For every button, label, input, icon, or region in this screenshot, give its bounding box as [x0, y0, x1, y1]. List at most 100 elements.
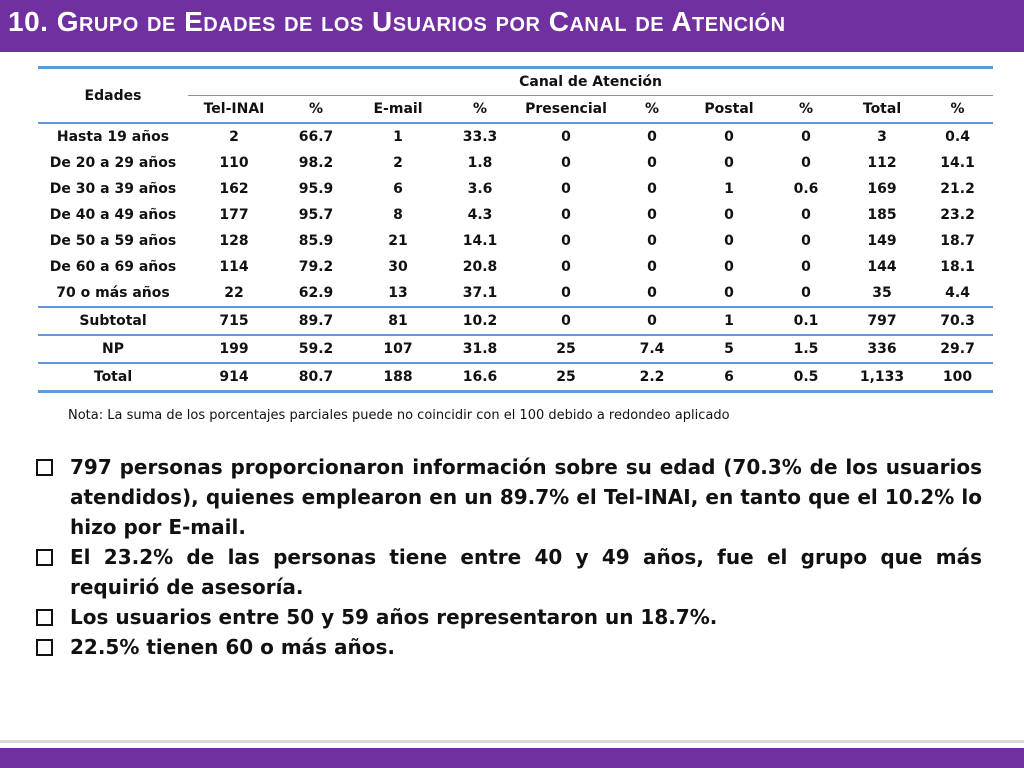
- table-cell: 188: [352, 363, 444, 393]
- table-cell: 85.9: [298, 233, 334, 249]
- checkbox-bullet-icon: [36, 549, 53, 566]
- table-cell: 95.7: [298, 207, 334, 223]
- table-row: De 40 a 49 años 177 95.7 8 4.3 0 0 0 0 185 23.2: [38, 202, 993, 228]
- table-cell: 0.6: [793, 181, 819, 197]
- table-cell: 0: [647, 233, 657, 249]
- table-cell: 22: [188, 280, 280, 308]
- table-cell: 177: [219, 207, 249, 223]
- title-bar: 10. Grupo de Edades de los Usuarios por …: [0, 0, 1024, 52]
- table-cell: 0: [561, 129, 571, 145]
- table-cell: 169: [867, 181, 897, 197]
- row-label: De 30 a 39 años: [49, 181, 177, 197]
- table-row: De 20 a 29 años 110 98.2 2 1.8 0 0 0 0 112 14.1: [38, 150, 993, 176]
- table-cell: 23.2: [940, 207, 975, 223]
- table-cell: 112: [867, 155, 897, 171]
- footnote: Nota: La suma de los porcentajes parcial…: [68, 408, 730, 423]
- table-cell: 59.2: [280, 335, 352, 364]
- table-row: 70 o más años 22 62.9 13 37.1 0 0 0 0 35 4.4: [38, 280, 994, 308]
- table-cell: 128: [219, 233, 249, 249]
- table-cell: 4.3: [467, 207, 493, 223]
- table-cell: 0: [801, 129, 811, 145]
- table-cell: 98.2: [298, 155, 334, 171]
- table-cell: 185: [867, 207, 897, 223]
- table-cell: 0: [647, 259, 657, 275]
- table-cell: 1: [393, 129, 403, 145]
- table-cell: 914: [188, 363, 280, 393]
- table-cell: 0: [724, 155, 734, 171]
- table-cell: 0: [688, 280, 770, 308]
- table-cell: 0: [561, 233, 571, 249]
- table-cell: 3: [877, 129, 887, 145]
- table-cell: 0: [561, 207, 571, 223]
- table-cell: 162: [219, 181, 249, 197]
- row-label: De 40 a 49 años: [49, 207, 177, 223]
- row-label: 70 o más años: [38, 280, 188, 308]
- bullet-text: Los usuarios entre 50 y 59 años represen…: [70, 605, 718, 629]
- table-cell: 0.5: [770, 363, 842, 393]
- table-cell: 37.1: [444, 280, 516, 308]
- column-header: E-mail: [352, 95, 444, 124]
- table-cell: 0: [801, 155, 811, 171]
- table-cell: 20.8: [462, 259, 498, 275]
- table-cell: 0: [516, 307, 616, 336]
- table-cell: 0: [616, 307, 688, 336]
- row-label: Total: [38, 363, 188, 393]
- table-cell: 797: [842, 307, 922, 336]
- canal-header: Canal de Atención: [188, 66, 994, 96]
- table-cell: 149: [867, 233, 897, 249]
- table-cell: 1: [688, 307, 770, 336]
- table-cell: 144: [867, 259, 897, 275]
- table-cell: 0: [647, 181, 657, 197]
- bullet-text: 22.5% tienen 60 o más años.: [70, 635, 396, 659]
- table-cell: 4.4: [922, 280, 994, 308]
- column-header: %: [280, 95, 352, 124]
- checkbox-bullet-icon: [36, 459, 53, 476]
- table-cell: 1.5: [770, 335, 842, 364]
- table-cell: 18.7: [940, 233, 975, 249]
- table-cell: 0: [647, 155, 657, 171]
- table-cell: 95.9: [298, 181, 334, 197]
- column-headers-row: Tel-INAI% E-mail% Presencial% Postal% Total%: [38, 95, 994, 124]
- table-cell: 0: [724, 207, 734, 223]
- table-cell: 114: [219, 259, 249, 275]
- table-cell: 0.4: [945, 129, 970, 145]
- column-header: %: [922, 95, 994, 124]
- table-cell: 25: [516, 363, 616, 393]
- table-cell: 18.1: [940, 259, 975, 275]
- table-row: De 30 a 39 años 162 95.9 6 3.6 0 0 1 0.6 169 21.2: [38, 176, 993, 202]
- table-row: Hasta 19 años 2 66.7 1 33.3 0 0 0 0 3 0.4: [38, 123, 993, 150]
- table-cell: 0: [561, 155, 571, 171]
- table-cell: 6: [393, 181, 403, 197]
- bullet-item: 22.5% tienen 60 o más años.: [32, 632, 982, 662]
- column-header: %: [770, 95, 842, 124]
- column-header: Tel-INAI: [188, 95, 280, 124]
- row-label: Subtotal: [38, 307, 188, 336]
- table-cell: 30: [388, 259, 408, 275]
- edades-header: Edades: [38, 66, 188, 124]
- table-cell: 0: [724, 233, 734, 249]
- table-cell: 0: [770, 280, 842, 308]
- table-cell: 29.7: [922, 335, 994, 364]
- table-cell: 21.2: [940, 181, 975, 197]
- row-label: De 50 a 59 años: [49, 233, 177, 249]
- table-cell: 0: [801, 259, 811, 275]
- bottom-bar: [0, 740, 1024, 768]
- table-cell: 81: [352, 307, 444, 336]
- bullet-item: Los usuarios entre 50 y 59 años represen…: [32, 602, 982, 632]
- bullet-text: 797 personas proporcionaron información …: [70, 455, 982, 539]
- bullet-list: 797 personas proporcionaron información …: [32, 452, 982, 662]
- table-cell: 13: [352, 280, 444, 308]
- table-cell: 62.9: [280, 280, 352, 308]
- table-cell: 6: [688, 363, 770, 393]
- table-cell: 0: [616, 280, 688, 308]
- column-header: %: [616, 95, 688, 124]
- table-cell: 25: [516, 335, 616, 364]
- table-cell: 0: [724, 259, 734, 275]
- table-cell: 0: [561, 181, 571, 197]
- table-cell: 33.3: [462, 129, 498, 145]
- table-cell: 0: [647, 207, 657, 223]
- row-label: NP: [38, 335, 188, 364]
- table-cell: 1: [724, 181, 734, 197]
- table-cell: 80.7: [280, 363, 352, 393]
- table-cell: 66.7: [298, 129, 334, 145]
